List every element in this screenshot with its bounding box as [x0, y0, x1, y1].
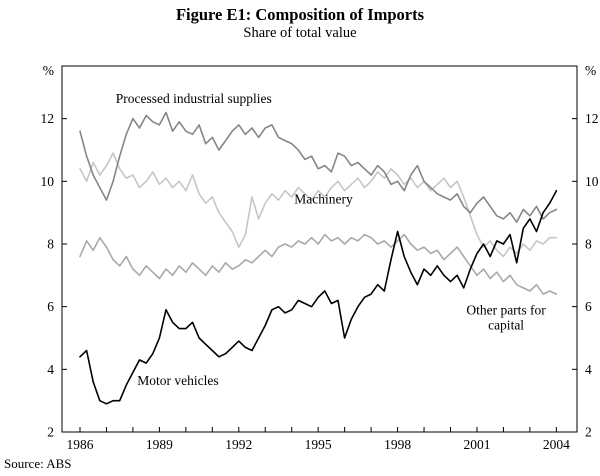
imports-line-chart: 2 2 4 4 6 6 8 8 10 10 12 12% % 1986 1989 1992 1995 1998 20…	[41, 63, 599, 452]
series-line-processed-industrial-supplies	[79, 111, 558, 223]
y-tick-label-left: 10	[41, 174, 55, 189]
y-tick-label-left: 6	[47, 299, 54, 314]
x-tick-label: 2001	[463, 437, 490, 452]
series-label-machinery: Machinery	[294, 191, 353, 206]
y-axis-unit-right: %	[585, 63, 596, 78]
y-tick-label-right: 6	[585, 299, 592, 314]
x-tick-label: 1998	[384, 437, 411, 452]
x-tick-label: 2004	[543, 437, 570, 452]
x-tick-label: 1995	[305, 437, 332, 452]
source-note: Source: ABS	[4, 456, 72, 471]
figure-title: Figure E1: Composition of Imports	[175, 5, 425, 24]
y-axis-unit-left: %	[43, 63, 54, 78]
y-tick-label-right: 8	[585, 236, 592, 251]
y-tick-label-left: 4	[47, 362, 54, 377]
series-line-machinery	[79, 152, 558, 258]
series-line-other-parts-for-capital	[79, 233, 558, 295]
y-tick-label-left: 12	[41, 111, 55, 126]
series-line-motor-vehicles	[79, 189, 558, 405]
chart-area: 2 2 4 4 6 6 8 8 10 10 12 12%% 1986 1989 1992 1995 1998 20…	[0, 44, 600, 461]
x-tick-label: 1986	[66, 437, 93, 452]
series-label-processed-industrial-supplies: Processed industrial supplies	[116, 91, 272, 106]
figure-subtitle: Share of total value	[243, 25, 357, 41]
series-label-capital: capital	[488, 317, 524, 332]
y-tick-label-right: 10	[585, 174, 599, 189]
series-label-other-parts-for: Other parts for	[466, 302, 546, 317]
plot-frame	[61, 65, 578, 433]
y-tick-label-right: 2	[585, 425, 592, 440]
y-tick-label-left: 8	[47, 236, 54, 251]
series-label-motor-vehicles: Motor vehicles	[137, 373, 218, 388]
y-tick-label-right: 12	[585, 111, 599, 126]
y-tick-label-left: 2	[47, 425, 54, 440]
x-tick-label: 1992	[225, 437, 252, 452]
y-tick-label-right: 4	[585, 362, 592, 377]
x-tick-label: 1989	[146, 437, 173, 452]
